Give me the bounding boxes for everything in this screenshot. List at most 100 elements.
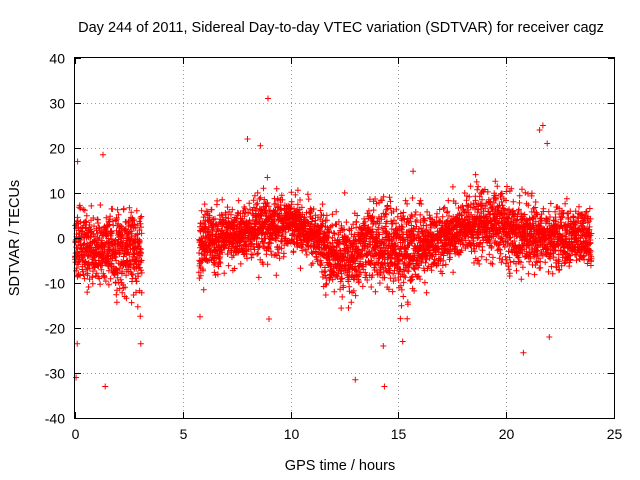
data-point bbox=[305, 196, 312, 203]
x-tick-label: 25 bbox=[607, 426, 623, 442]
data-point bbox=[531, 271, 538, 278]
data-point bbox=[209, 227, 216, 234]
data-point bbox=[204, 258, 211, 264]
data-point bbox=[211, 269, 218, 276]
data-point bbox=[359, 283, 366, 290]
data-point bbox=[544, 140, 551, 147]
data-point bbox=[91, 223, 97, 230]
data-point bbox=[532, 199, 539, 205]
data-point bbox=[202, 238, 209, 245]
data-point bbox=[138, 269, 145, 276]
data-point bbox=[222, 242, 229, 249]
data-point bbox=[86, 221, 93, 228]
data-point bbox=[260, 243, 267, 250]
data-point bbox=[114, 206, 121, 213]
data-point bbox=[212, 215, 218, 222]
data-point bbox=[204, 208, 211, 215]
chart-title: Day 244 of 2011, Sidereal Day-to-day VTE… bbox=[78, 20, 604, 36]
data-point bbox=[74, 158, 81, 165]
data-point bbox=[398, 302, 405, 309]
data-point bbox=[513, 267, 520, 274]
data-point bbox=[135, 273, 142, 280]
x-tick-label: 5 bbox=[180, 426, 188, 442]
data-point bbox=[299, 241, 306, 248]
data-point bbox=[128, 209, 135, 216]
data-point bbox=[254, 234, 260, 241]
data-point bbox=[352, 376, 359, 383]
data-point bbox=[339, 293, 346, 300]
data-point bbox=[449, 183, 456, 190]
data-point bbox=[479, 247, 486, 254]
y-tick-label: -20 bbox=[45, 321, 65, 337]
y-axis-label: SDTVAR / TECUs bbox=[7, 180, 23, 296]
data-point bbox=[294, 201, 301, 208]
data-point bbox=[257, 194, 264, 201]
data-point bbox=[402, 274, 409, 281]
data-point bbox=[106, 221, 113, 228]
data-point bbox=[234, 209, 241, 216]
y-tick-label: -40 bbox=[45, 411, 65, 427]
data-point bbox=[130, 251, 137, 258]
data-point bbox=[338, 305, 345, 312]
data-point bbox=[90, 215, 97, 221]
data-point bbox=[264, 261, 271, 268]
data-point bbox=[317, 261, 324, 268]
data-point bbox=[132, 257, 139, 264]
data-point bbox=[292, 191, 299, 198]
data-point bbox=[214, 271, 221, 278]
data-point bbox=[113, 299, 120, 306]
data-point bbox=[522, 189, 529, 196]
data-point bbox=[83, 212, 90, 219]
data-point bbox=[101, 248, 108, 255]
data-point bbox=[122, 284, 129, 291]
data-point bbox=[253, 201, 260, 208]
data-point bbox=[516, 199, 523, 206]
data-point bbox=[370, 207, 377, 214]
data-point bbox=[525, 270, 532, 277]
data-point bbox=[327, 223, 334, 230]
data-point bbox=[329, 222, 336, 229]
data-point bbox=[136, 238, 143, 244]
data-point bbox=[330, 230, 337, 236]
data-point bbox=[119, 289, 126, 296]
data-point bbox=[138, 250, 144, 257]
data-point bbox=[255, 250, 262, 257]
data-point bbox=[404, 200, 411, 207]
data-point bbox=[107, 213, 114, 220]
data-point bbox=[400, 293, 407, 300]
data-point bbox=[297, 265, 304, 272]
data-point bbox=[88, 202, 95, 209]
data-point bbox=[95, 224, 102, 231]
data-point bbox=[290, 248, 297, 255]
data-point bbox=[321, 269, 328, 276]
data-point bbox=[309, 260, 316, 267]
data-point bbox=[138, 224, 144, 231]
data-point bbox=[200, 233, 207, 240]
data-point bbox=[483, 256, 490, 263]
data-point bbox=[399, 224, 406, 231]
data-point bbox=[417, 197, 424, 204]
data-point bbox=[279, 196, 286, 203]
data-point bbox=[353, 224, 360, 231]
data-point bbox=[134, 303, 141, 310]
data-point bbox=[381, 383, 388, 390]
data-point bbox=[102, 383, 109, 390]
data-point bbox=[138, 267, 145, 274]
data-point bbox=[251, 192, 258, 199]
data-point bbox=[117, 276, 124, 283]
data-point bbox=[303, 251, 310, 258]
data-point bbox=[383, 206, 390, 213]
data-point bbox=[322, 292, 329, 298]
data-point bbox=[516, 192, 523, 199]
data-point bbox=[276, 255, 283, 262]
data-point bbox=[519, 186, 525, 193]
data-point bbox=[208, 206, 215, 213]
data-point bbox=[119, 231, 126, 238]
y-tick-label: 0 bbox=[57, 231, 65, 247]
data-point bbox=[128, 299, 135, 306]
data-point bbox=[225, 262, 232, 269]
data-point bbox=[386, 194, 393, 201]
data-point bbox=[294, 187, 301, 194]
data-point bbox=[343, 219, 350, 226]
